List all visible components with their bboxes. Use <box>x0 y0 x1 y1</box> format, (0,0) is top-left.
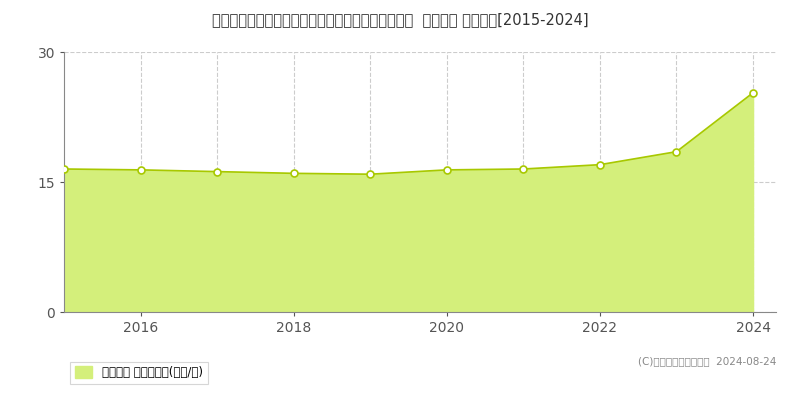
Point <box>58 166 70 172</box>
Point <box>210 168 223 175</box>
Point <box>287 170 300 176</box>
Point <box>440 167 453 173</box>
Point <box>134 167 147 173</box>
Point <box>594 162 606 168</box>
Text: (C)土地価格ドットコム  2024-08-24: (C)土地価格ドットコム 2024-08-24 <box>638 356 776 366</box>
Point <box>746 90 759 96</box>
Text: 北海道札幌市西区宮の沢３条５丁目４８７番１４６  地価公示 地価推移[2015-2024]: 北海道札幌市西区宮の沢３条５丁目４８７番１４６ 地価公示 地価推移[2015-2… <box>212 12 588 27</box>
Point <box>517 166 530 172</box>
Point <box>670 148 683 155</box>
Legend: 地価公示 平均坪単価(万円/坪): 地価公示 平均坪単価(万円/坪) <box>70 362 207 384</box>
Point <box>364 171 377 178</box>
